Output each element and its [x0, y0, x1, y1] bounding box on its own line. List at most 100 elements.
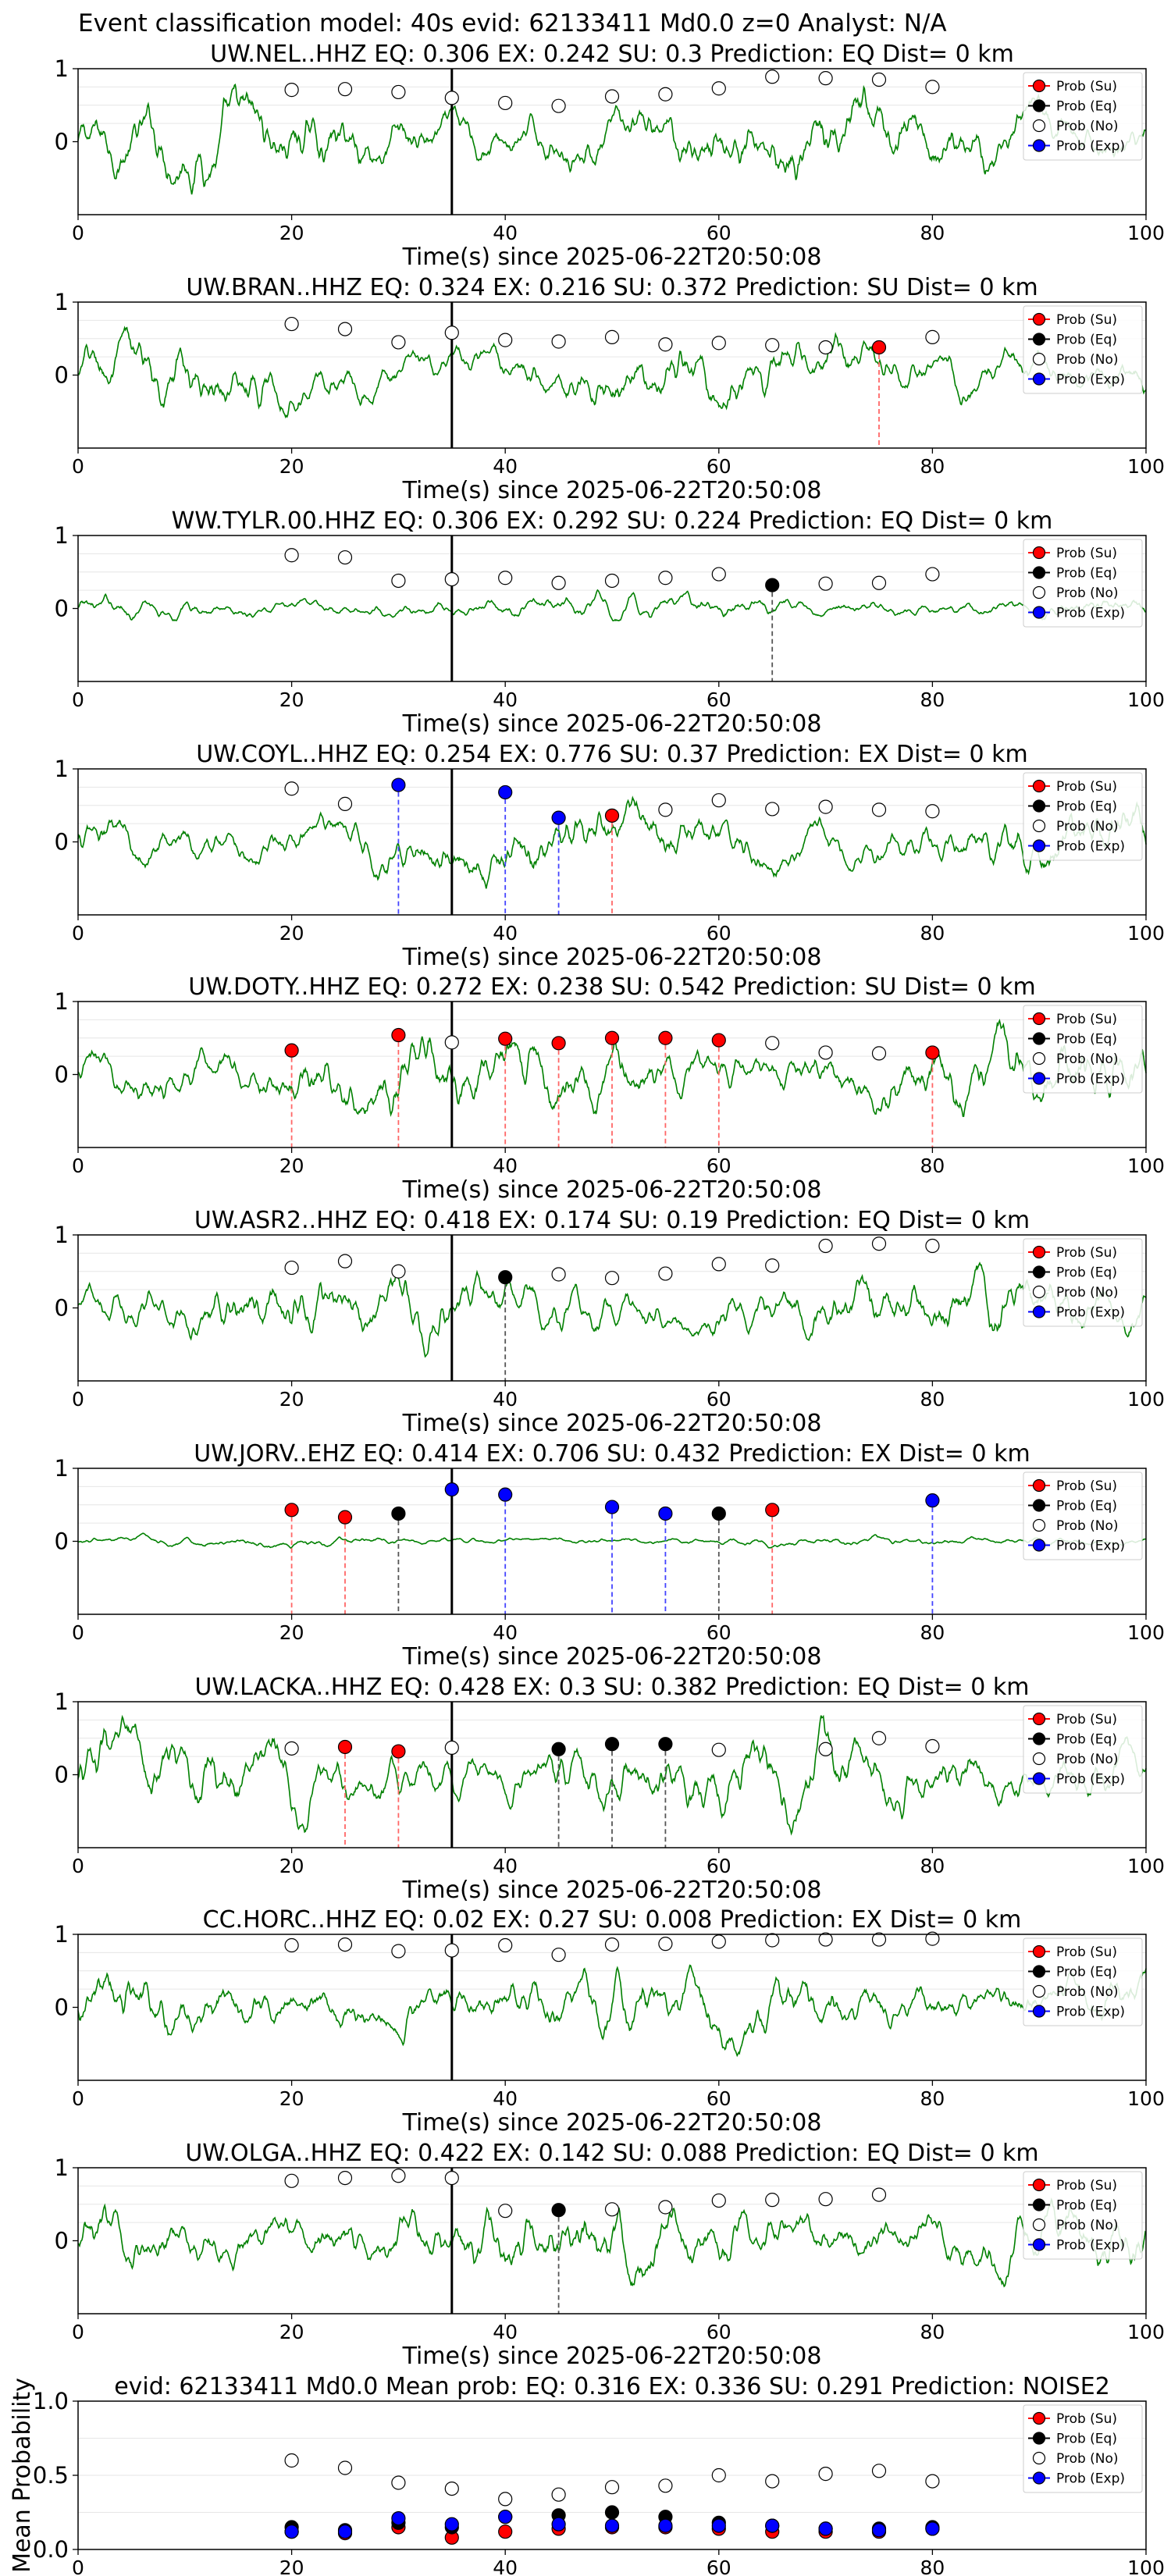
prob-point-no: [284, 548, 299, 563]
legend-marker-su: [1032, 1012, 1046, 1026]
prob-point-no: [604, 1937, 620, 1952]
prob-point-su: [551, 1036, 566, 1051]
panel-title: CC.HORC..HHZ EQ: 0.02 EX: 0.27 SU: 0.008…: [203, 1906, 1022, 1934]
x-tick-label: 0: [72, 1155, 84, 1177]
prob-point-no: [818, 71, 833, 86]
mean-point-no: [498, 2492, 513, 2507]
prob-point-no: [925, 80, 940, 94]
prob-point-no: [551, 334, 566, 349]
prob-point-su: [765, 1503, 780, 1517]
legend-marker-no: [1032, 119, 1046, 133]
x-tick-label: 40: [493, 688, 518, 711]
x-tick-label: 80: [920, 1621, 945, 1644]
legend: Prob (Su) Prob (Eq) Prob (No) Prob (Exp): [1023, 72, 1143, 161]
x-tick-label: 40: [493, 2556, 518, 2576]
y-tick-label: 0.0: [33, 2536, 69, 2563]
prob-point-no: [871, 1046, 887, 1061]
prob-point-su: [284, 1043, 299, 1058]
mean-point-exp: [765, 2518, 780, 2533]
mean-point-no: [337, 2460, 353, 2475]
prob-point-su: [391, 1027, 406, 1043]
legend: Prob (Su) Prob (Eq) Prob (No) Prob (Exp): [1023, 1238, 1143, 1327]
x-tick-label: 60: [707, 922, 731, 945]
x-tick-label: 20: [279, 1155, 304, 1177]
x-tick-label: 40: [493, 1388, 518, 1411]
prob-point-no: [284, 1260, 299, 1276]
legend-label-eq: Prob (Eq): [1056, 1732, 1117, 1748]
x-tick-label: 80: [920, 1855, 945, 1877]
y-tick-label: 0: [55, 1062, 69, 1088]
waveform-trace: [77, 326, 1147, 419]
x-tick-label: 0: [72, 688, 84, 711]
prob-point-no: [391, 335, 406, 350]
waveform-trace: [77, 84, 1147, 195]
mean-point-exp: [551, 2517, 566, 2532]
legend-marker-su: [1032, 1712, 1046, 1726]
legend-marker-exp: [1032, 1072, 1046, 1085]
legend: Prob (Su) Prob (Eq) Prob (No) Prob (Exp): [1023, 1471, 1143, 1560]
legend-marker-no: [1032, 2451, 1046, 2465]
waveform-trace: [77, 1714, 1147, 1836]
prob-point-no: [444, 571, 459, 587]
y-tick-label: 1: [55, 2154, 69, 2181]
prob-point-no: [818, 1742, 833, 1756]
prob-point-no: [765, 1933, 780, 1948]
y-tick-label: 0: [55, 129, 69, 155]
x-tick-label: 80: [920, 688, 945, 711]
y-tick-label: 0.5: [33, 2462, 69, 2489]
prob-point-su: [604, 808, 620, 823]
panel-title: UW.NEL..HHZ EQ: 0.306 EX: 0.242 SU: 0.3 …: [210, 41, 1014, 68]
legend-label-su: Prob (Su): [1056, 779, 1117, 795]
legend-label-no: Prob (No): [1056, 819, 1119, 834]
prob-point-no: [551, 1948, 566, 1962]
y-tick-label: 1: [55, 1222, 69, 1248]
legend-marker-exp: [1032, 2238, 1046, 2251]
prob-point-no: [711, 336, 726, 350]
x-tick-label: 100: [1127, 222, 1165, 244]
prob-point-no: [604, 329, 620, 344]
panel-6: UW.ASR2..HHZ EQ: 0.418 EX: 0.174 SU: 0.1…: [55, 1207, 1165, 1437]
prob-point-eq: [551, 2203, 566, 2218]
mean-point-no: [551, 2487, 566, 2502]
prob-point-no: [711, 1257, 726, 1272]
prob-point-no: [871, 1731, 887, 1745]
prob-point-no: [391, 1944, 406, 1959]
legend-box: [1023, 1705, 1143, 1794]
legend-marker-exp: [1032, 139, 1046, 152]
x-tick-label: 80: [920, 455, 945, 478]
legend-box: [1023, 2171, 1143, 2260]
prob-point-exp: [658, 1506, 673, 1521]
mean-point-exp: [337, 2524, 353, 2539]
legend-marker-no: [1032, 352, 1046, 366]
prob-point-no: [391, 573, 406, 589]
x-tick-label: 80: [920, 922, 945, 945]
legend-marker-eq: [1032, 1732, 1046, 1745]
prob-point-su: [284, 1503, 299, 1517]
x-axis-label: Time(s) since 2025-06-22T20:50:08: [402, 244, 822, 271]
legend-marker-no: [1032, 1752, 1046, 1766]
prob-point-no: [444, 1943, 459, 1958]
prob-point-no: [818, 1238, 833, 1254]
prob-point-no: [551, 1267, 566, 1282]
x-tick-label: 0: [72, 222, 84, 244]
legend: Prob (Su) Prob (Eq) Prob (No) Prob (Exp): [1023, 1705, 1143, 1794]
legend-marker-su: [1032, 1245, 1046, 1259]
x-tick-label: 80: [920, 1155, 945, 1177]
mean-point-no: [658, 2478, 673, 2493]
prob-point-no: [765, 2193, 780, 2208]
prob-point-su: [925, 1045, 940, 1060]
x-tick-label: 80: [920, 1388, 945, 1411]
legend-label-eq: Prob (Eq): [1056, 1965, 1117, 1980]
prob-point-eq: [498, 1270, 513, 1285]
legend-box: [1023, 539, 1143, 628]
legend-label-no: Prob (No): [1056, 1518, 1119, 1534]
prob-point-eq: [711, 1506, 726, 1521]
x-tick-label: 60: [707, 455, 731, 478]
prob-point-no: [765, 1036, 780, 1051]
y-tick-label: 1: [55, 55, 69, 82]
prob-point-no: [711, 567, 726, 582]
y-tick-label: 0: [55, 1295, 69, 1322]
prob-point-su: [658, 1030, 673, 1045]
prob-point-no: [658, 802, 673, 817]
